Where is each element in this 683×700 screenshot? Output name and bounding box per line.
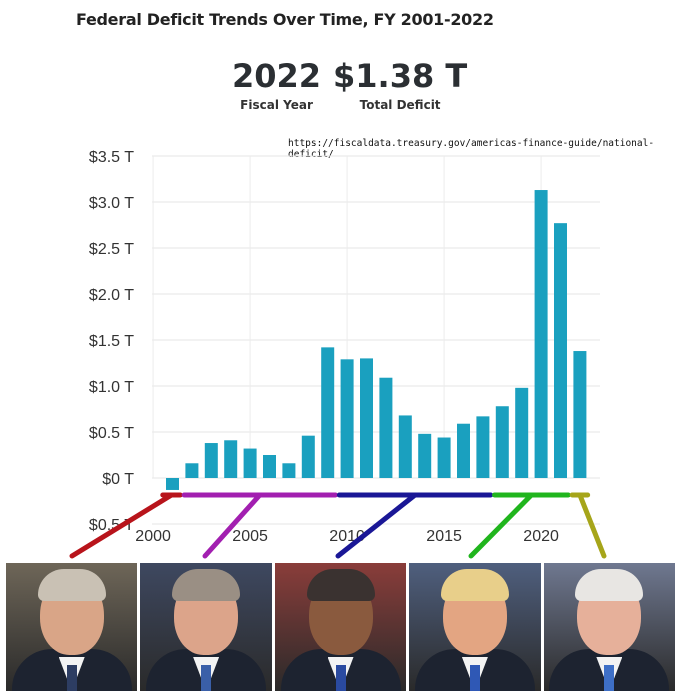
bar-2016 — [457, 423, 470, 478]
x-tick-label: 2015 — [426, 528, 462, 545]
chart-title: Federal Deficit Trends Over Time, FY 200… — [76, 10, 494, 29]
fiscal-year-stat: 2022 Fiscal Year — [232, 56, 321, 112]
bar-2001 — [166, 478, 179, 490]
x-tick-label: 2020 — [523, 528, 559, 545]
bar-2008 — [301, 435, 315, 478]
term-pointer — [202, 492, 263, 559]
bar-2003 — [204, 443, 218, 478]
y-tick-label: $0.5 T — [89, 517, 134, 534]
y-tick-label: $0 T — [102, 471, 134, 488]
term-pointer — [577, 492, 607, 559]
term-pointer — [69, 492, 175, 559]
portrait-strip — [6, 563, 676, 691]
total-deficit-label: Total Deficit — [359, 98, 441, 112]
x-tick-label: 2000 — [135, 528, 171, 545]
y-tick-label: $1.5 T — [89, 333, 134, 350]
bar-2004 — [224, 440, 238, 478]
bar-2012 — [379, 377, 393, 478]
portrait-4 — [409, 563, 541, 691]
portrait-3 — [274, 563, 407, 691]
bar-2017 — [476, 416, 490, 478]
bar-2007 — [282, 463, 296, 478]
bar-2018 — [495, 406, 509, 478]
total-deficit-value: $1.38 T — [333, 57, 468, 95]
y-tick-label: $2.5 T — [89, 241, 134, 258]
portrait-1 — [6, 563, 138, 691]
term-pointer — [468, 492, 534, 559]
fiscal-year-label: Fiscal Year — [240, 98, 313, 112]
bar-2005 — [243, 448, 257, 478]
bar-2002 — [185, 463, 199, 478]
total-deficit-stat: $1.38 T Total Deficit — [333, 56, 467, 112]
x-tick-label: 2005 — [232, 528, 268, 545]
bar-2014 — [418, 433, 432, 478]
bar-2020 — [534, 190, 548, 479]
bar-2009 — [321, 347, 335, 478]
term-pointer — [335, 492, 418, 559]
y-tick-label: $3.0 T — [89, 195, 134, 212]
bar-2021 — [554, 223, 567, 478]
bar-2015 — [437, 437, 451, 478]
y-tick-label: $3.5 T — [89, 149, 134, 166]
bar-2013 — [398, 415, 412, 478]
deficit-bar-chart: $3.5 T $3.0 T $2.5 T $2.0 T $1.5 T $1.0 T $0.5… — [69, 149, 607, 559]
y-tick-label: $2.0 T — [89, 287, 134, 304]
y-tick-label: $1.0 T — [89, 379, 134, 396]
bar-2019 — [515, 387, 529, 478]
bar-2011 — [360, 358, 373, 478]
portrait-2 — [140, 563, 272, 691]
fiscal-year-value: 2022 — [232, 57, 322, 95]
source-url: https://fiscaldata.treasury.gov/americas… — [288, 138, 655, 160]
bar-2022 — [573, 351, 587, 478]
bar-2010 — [340, 359, 354, 478]
bar-2006 — [263, 455, 276, 478]
portrait-5 — [543, 563, 676, 691]
y-tick-label: $0.5 T — [89, 425, 134, 442]
